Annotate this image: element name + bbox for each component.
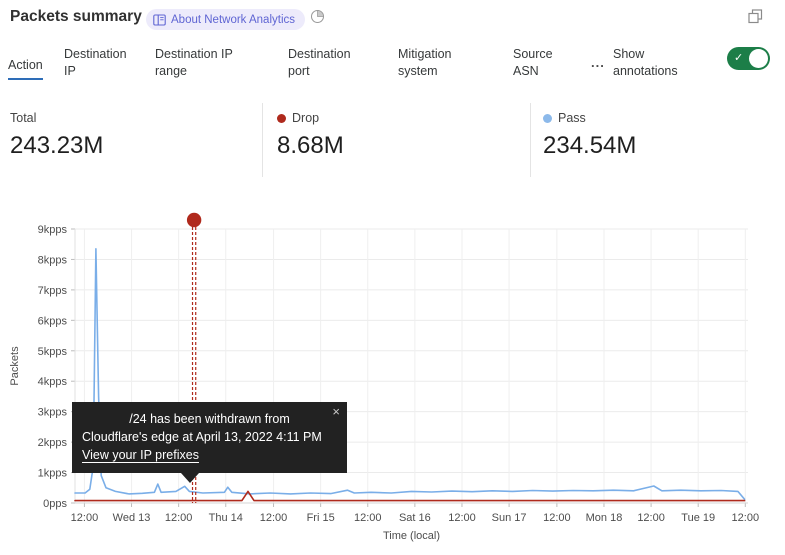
svg-text:0pps: 0pps xyxy=(43,498,67,510)
tab-source-asn[interactable]: Source ASN xyxy=(513,47,553,78)
svg-text:Wed 13: Wed 13 xyxy=(113,512,151,524)
show-annotations-label: Show annotations xyxy=(613,47,678,78)
page-title: Packets summary xyxy=(10,8,142,25)
about-network-analytics-badge[interactable]: About Network Analytics xyxy=(146,9,306,30)
svg-text:12:00: 12:00 xyxy=(354,512,382,524)
stat-total-value: 243.23M xyxy=(10,132,104,159)
tab-destination-ip[interactable]: Destination IP xyxy=(64,47,127,78)
toggle-knob xyxy=(749,49,768,68)
tooltip-caret xyxy=(181,473,199,483)
svg-text:Fri 15: Fri 15 xyxy=(307,512,335,524)
svg-text:Mon 18: Mon 18 xyxy=(586,512,623,524)
stat-drop-value: 8.68M xyxy=(277,132,344,159)
stat-drop[interactable]: Drop 8.68M xyxy=(277,103,344,160)
annotation-marker[interactable] xyxy=(186,212,202,228)
annotation-tooltip: /24 has been withdrawn from Cloudflare's… xyxy=(72,402,347,483)
svg-text:12:00: 12:00 xyxy=(543,512,571,524)
tooltip-line2: Cloudflare's edge at April 13, 2022 4:11… xyxy=(82,430,322,444)
svg-text:9kpps: 9kpps xyxy=(38,224,68,236)
pass-line xyxy=(74,247,746,501)
stat-pass[interactable]: Pass 234.54M xyxy=(543,103,636,160)
svg-text:12:00: 12:00 xyxy=(637,512,665,524)
svg-text:7kpps: 7kpps xyxy=(38,285,68,297)
close-icon[interactable]: × xyxy=(332,404,340,419)
packets-time-series-chart[interactable]: 9kpps 8kpps 7kpps 6kpps 5kpps 4kpps 3kpps 2kpps… xyxy=(0,195,785,555)
pie-chart-icon[interactable] xyxy=(310,9,325,29)
svg-text:1kpps: 1kpps xyxy=(38,468,68,480)
stat-total-label: Total xyxy=(10,111,37,125)
svg-text:6kpps: 6kpps xyxy=(38,315,68,327)
pass-legend-dot xyxy=(543,113,552,123)
tooltip-line1: /24 has been withdrawn from xyxy=(129,412,290,426)
drop-line xyxy=(74,490,746,502)
pop-out-icon[interactable] xyxy=(748,9,763,29)
stat-pass-value: 234.54M xyxy=(543,132,637,159)
stat-total[interactable]: Total 243.23M xyxy=(10,103,103,160)
svg-text:Thu 14: Thu 14 xyxy=(209,512,243,524)
svg-text:Tue 19: Tue 19 xyxy=(681,512,715,524)
view-ip-prefixes-link[interactable]: View your IP prefixes xyxy=(82,448,199,462)
svg-text:Time (local): Time (local) xyxy=(383,530,440,542)
stat-drop-label: Drop xyxy=(292,111,320,125)
svg-text:Sun 17: Sun 17 xyxy=(492,512,527,524)
svg-text:4kpps: 4kpps xyxy=(38,376,68,388)
tab-destination-ip-range[interactable]: Destination IP range xyxy=(155,47,233,78)
badge-label: About Network Analytics xyxy=(171,13,296,26)
svg-text:Packets: Packets xyxy=(9,346,21,386)
svg-text:12:00: 12:00 xyxy=(71,512,99,524)
svg-text:3kpps: 3kpps xyxy=(38,407,68,419)
tab-action[interactable]: Action xyxy=(8,57,43,80)
tab-mitigation-system[interactable]: Mitigation system xyxy=(398,47,452,78)
drop-legend-dot xyxy=(277,113,286,123)
check-icon: ✓ xyxy=(734,52,744,64)
show-annotations-toggle[interactable]: ✓ xyxy=(727,47,770,70)
book-icon xyxy=(153,13,166,26)
svg-text:2kpps: 2kpps xyxy=(38,437,68,449)
tab-destination-port[interactable]: Destination port xyxy=(288,47,351,78)
svg-text:12:00: 12:00 xyxy=(165,512,193,524)
svg-text:Sat 16: Sat 16 xyxy=(399,512,431,524)
stat-divider xyxy=(262,103,263,177)
svg-text:12:00: 12:00 xyxy=(448,512,476,524)
svg-text:12:00: 12:00 xyxy=(260,512,288,524)
svg-text:12:00: 12:00 xyxy=(732,512,760,524)
svg-text:5kpps: 5kpps xyxy=(38,346,68,358)
svg-text:8kpps: 8kpps xyxy=(38,254,68,266)
tabs-overflow-menu[interactable]: ... xyxy=(591,55,605,70)
stat-divider xyxy=(530,103,531,177)
stat-pass-label: Pass xyxy=(558,111,586,125)
